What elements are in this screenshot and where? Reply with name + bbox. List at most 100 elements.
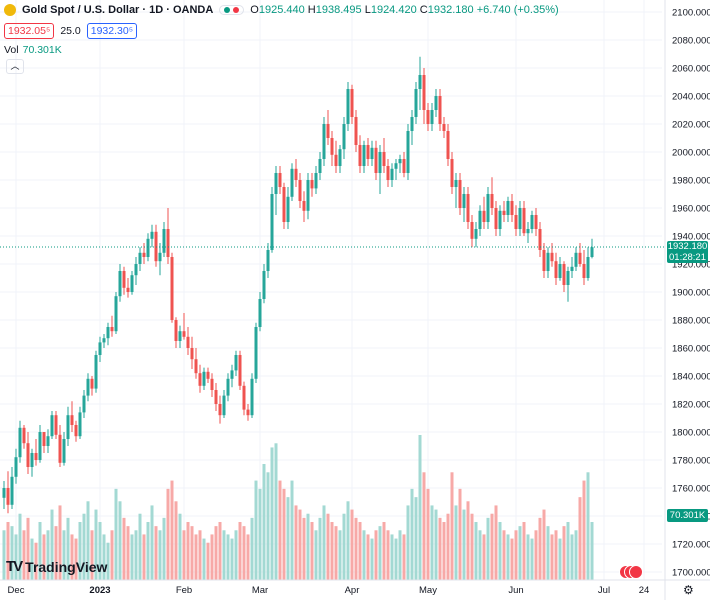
y-tick-label: 1800.000: [672, 428, 710, 439]
candle-body: [2, 488, 6, 498]
candle-body: [230, 370, 234, 379]
volume-bar: [378, 526, 382, 580]
volume-bar: [334, 526, 338, 580]
candle-body: [482, 210, 486, 222]
candle-body: [26, 443, 30, 467]
x-tick-label: Dec: [8, 585, 25, 596]
candle-body: [374, 147, 378, 173]
y-tick-label: 2060.000: [672, 64, 710, 75]
candle-body: [158, 252, 162, 262]
candle-body: [290, 168, 294, 197]
candle-body: [462, 194, 466, 208]
volume-bar: [30, 538, 34, 580]
candle-body: [522, 208, 526, 234]
candle-body: [426, 110, 430, 124]
volume-bar: [122, 517, 126, 580]
volume-bar: [186, 522, 190, 580]
volume-bar: [530, 538, 534, 580]
candle-body: [542, 250, 546, 271]
volume-bar: [66, 517, 70, 580]
candle-body: [354, 117, 358, 145]
volume-bar: [210, 534, 214, 580]
volume-bar: [506, 534, 510, 580]
candle-body: [218, 404, 222, 416]
candle-body: [474, 229, 478, 239]
volume-bar: [374, 530, 378, 580]
volume-bar: [522, 522, 526, 580]
market-open-dot-icon: [224, 7, 231, 13]
volume-legend-label: Vol: [4, 44, 19, 56]
candle-body: [278, 173, 282, 187]
volume-bar: [238, 522, 242, 580]
candle-body: [250, 378, 254, 416]
volume-bar: [346, 501, 350, 580]
volume-bar: [326, 513, 330, 580]
volume-bar: [138, 513, 142, 580]
candle-body: [558, 264, 562, 278]
candle-body: [266, 250, 270, 271]
candle-body: [310, 180, 314, 189]
candle-body: [150, 231, 154, 239]
x-tick-label: 2023: [89, 585, 110, 596]
candle-body: [6, 488, 10, 505]
candle-body: [578, 252, 582, 264]
candle-body: [282, 187, 286, 222]
volume-bar: [82, 513, 86, 580]
volume-bar: [338, 530, 342, 580]
volume-bar: [50, 509, 54, 580]
volume-bar: [354, 517, 358, 580]
market-status-pill[interactable]: [219, 5, 245, 15]
volume-bar: [502, 530, 506, 580]
candle-body: [242, 385, 246, 410]
candle-body: [526, 229, 530, 234]
candle-body: [146, 238, 150, 257]
volume-bar: [494, 505, 498, 580]
candle-body: [34, 453, 38, 460]
volume-bar: [34, 542, 38, 580]
volume-bar: [414, 497, 418, 580]
symbol-title[interactable]: Gold Spot / U.S. Dollar · 1D · OANDA: [22, 4, 214, 16]
candle-body: [46, 436, 50, 446]
volume-bar: [554, 530, 558, 580]
tradingview-logo[interactable]: TV TradingView: [6, 558, 107, 575]
bid-price-button[interactable]: 1932.05⁵: [4, 23, 55, 39]
volume-bar: [90, 530, 94, 580]
candle-body: [518, 208, 522, 229]
y-tick-label: 1780.000: [672, 456, 710, 467]
candle-body: [66, 415, 70, 439]
candle-body: [350, 89, 354, 117]
x-tick-label: May: [419, 585, 437, 596]
collapse-legend-button[interactable]: ︿: [6, 59, 24, 74]
candle-body: [90, 378, 94, 389]
y-tick-label: 2000.000: [672, 148, 710, 159]
candle-body: [70, 415, 74, 425]
volume-bar: [550, 534, 554, 580]
volume-bar: [222, 530, 226, 580]
volume-bar: [294, 505, 298, 580]
y-tick-label: 2100.000: [672, 8, 710, 19]
volume-bar: [2, 530, 6, 580]
y-tick-label: 1760.000: [672, 484, 710, 495]
settings-gear-icon[interactable]: ⚙: [683, 583, 694, 597]
candle-body: [206, 371, 210, 379]
volume-bar: [206, 542, 210, 580]
candle-body: [438, 96, 442, 124]
candle-body: [326, 124, 330, 138]
y-tick-label: 1920.000: [672, 260, 710, 271]
y-tick-label: 1880.000: [672, 316, 710, 327]
candle-body: [546, 252, 550, 271]
volume-bar: [258, 488, 262, 580]
volume-bar: [130, 534, 134, 580]
events-flag-icon[interactable]: [619, 565, 643, 579]
volume-bar: [370, 538, 374, 580]
volume-bar: [250, 517, 254, 580]
y-tick-label: 2020.000: [672, 120, 710, 131]
candle-body: [586, 257, 590, 278]
volume-legend-value: 70.301K: [22, 44, 62, 56]
candle-body: [566, 271, 570, 285]
ask-price-button[interactable]: 1932.30⁵: [86, 23, 138, 39]
volume-bar: [54, 526, 58, 580]
volume-bar: [246, 534, 250, 580]
volume-bar: [98, 522, 102, 580]
